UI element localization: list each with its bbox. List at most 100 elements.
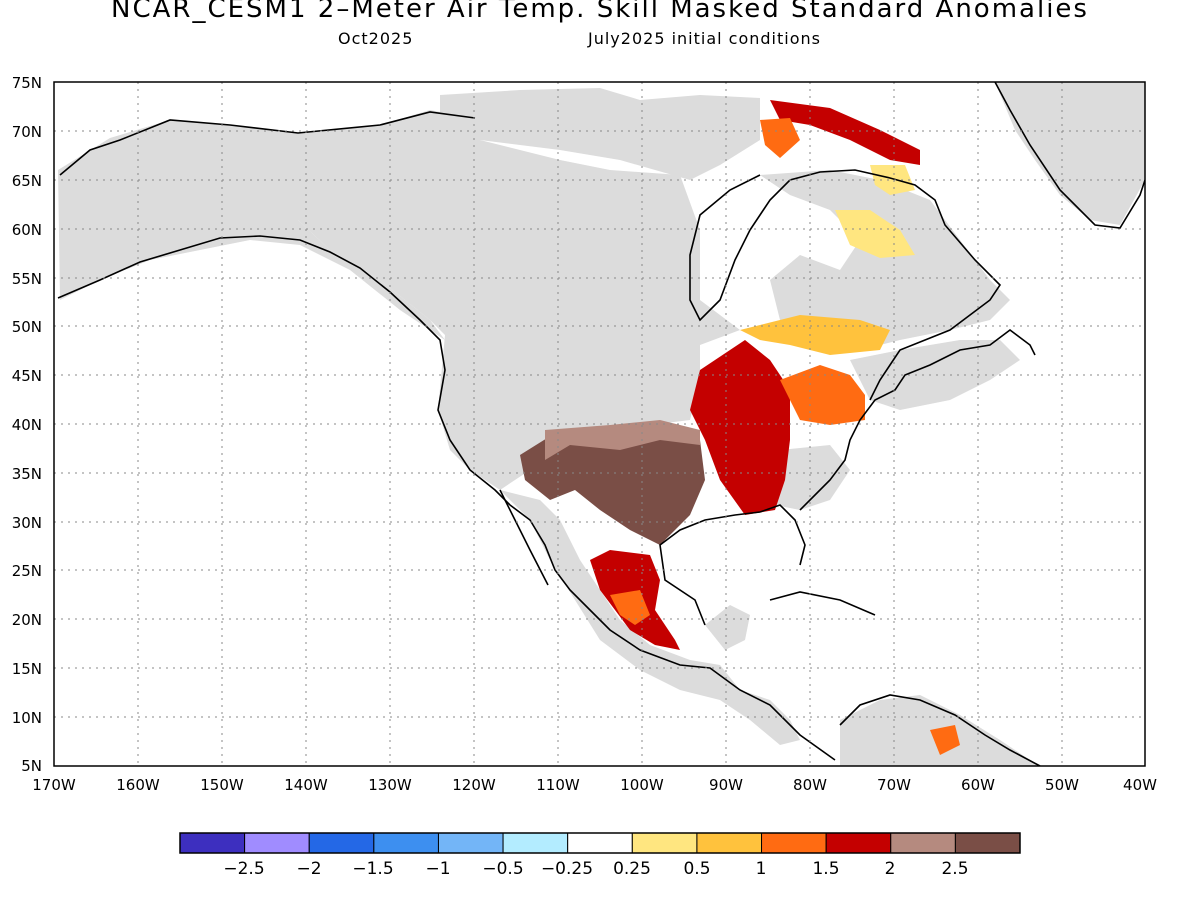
lat-label: 15N <box>12 660 42 678</box>
anomaly-south-america <box>930 725 960 755</box>
lon-label: 160W <box>116 776 160 794</box>
colorbar-label: −0.25 <box>541 859 593 879</box>
coast-baja-mexico-west <box>509 504 836 761</box>
lat-axis: 75N 70N 65N 60N 55N 50N 45N 40N 35N 30N … <box>12 74 42 775</box>
lat-label: 35N <box>12 465 42 483</box>
lat-label: 30N <box>12 514 42 532</box>
lat-label: 60N <box>12 221 42 239</box>
coast-alaska-canada-west <box>57 235 511 506</box>
colorbar-swatch <box>825 832 892 854</box>
lat-label: 45N <box>12 367 42 385</box>
colorbar-label: 2.5 <box>941 859 968 879</box>
southeast-us-land <box>775 445 850 510</box>
map-title: NCAR_CESM1 2–Meter Air Temp. Skill Maske… <box>111 0 1089 24</box>
canada-west-land <box>298 110 740 345</box>
lon-label: 120W <box>452 776 496 794</box>
coast-gulf-of-mexico <box>659 504 806 626</box>
colorbar-label: 1 <box>756 859 767 879</box>
anomaly-northeast <box>780 365 865 425</box>
map-area <box>54 82 1145 766</box>
colorbar-swatch <box>308 832 375 854</box>
colorbar-swatch <box>567 832 633 854</box>
colorbar-label: −2.5 <box>223 859 264 879</box>
lon-label: 170W <box>32 776 76 794</box>
colorbar-label: 1.5 <box>812 859 839 879</box>
quebec-labrador-land <box>760 170 1010 350</box>
colorbar-swatch <box>696 832 763 854</box>
coast-alaska-north <box>59 111 476 176</box>
lon-label: 100W <box>620 776 664 794</box>
anomaly-hudson-strait <box>870 165 915 195</box>
lat-label: 40N <box>12 416 42 434</box>
colorbar-swatch <box>373 832 439 854</box>
forecast-month: Oct2025 <box>338 29 414 48</box>
coast-greenland <box>994 82 1145 229</box>
colorbar-label: −1 <box>425 859 450 879</box>
anomaly-regions <box>520 100 960 755</box>
anomaly-mexico-core <box>610 590 650 625</box>
lon-label: 110W <box>536 776 580 794</box>
anomaly-sw-us-edge <box>545 420 700 460</box>
colorbar-label: 2 <box>885 859 896 879</box>
arctic-islands-land <box>440 88 760 180</box>
lon-label: 70W <box>877 776 911 794</box>
lat-label: 10N <box>12 709 42 727</box>
anomaly-labrador <box>835 210 915 258</box>
map-frame <box>53 81 1146 767</box>
colorbar-swatch <box>761 832 827 854</box>
anomaly-midwest <box>690 340 790 515</box>
lat-label: 65N <box>12 172 42 190</box>
colorbar-swatch <box>631 832 698 854</box>
lat-label: 70N <box>12 123 42 141</box>
colorbar-label: −0.5 <box>482 859 523 879</box>
greenland-land <box>995 82 1145 225</box>
anomaly-baffin-edge <box>760 118 800 158</box>
lat-label: 55N <box>12 270 42 288</box>
colorbar-swatch <box>890 832 956 854</box>
coast-south-america <box>839 694 1041 766</box>
anomaly-great-lakes <box>740 315 890 355</box>
mexico-land <box>500 490 800 745</box>
colorbar-labels: −2.5 −2 −1.5 −1 −0.5 −0.25 0.25 0.5 1 1.… <box>223 859 968 879</box>
colorbar-swatch <box>179 832 246 854</box>
lon-label: 80W <box>793 776 827 794</box>
lat-label: 20N <box>12 611 42 629</box>
anomaly-baffin <box>770 100 920 165</box>
lat-label: 50N <box>12 318 42 336</box>
coast-labrador-hudson <box>749 169 1002 401</box>
lat-label: 5N <box>21 757 42 775</box>
lon-label: 60W <box>961 776 995 794</box>
lon-label: 130W <box>368 776 412 794</box>
coast-baja-peninsula <box>499 489 549 586</box>
colorbar-swatch <box>502 832 569 854</box>
lon-label: 50W <box>1045 776 1079 794</box>
colorbar-frame <box>179 832 1021 854</box>
northeast-us-land <box>850 340 1020 410</box>
colorbar-label: −1.5 <box>352 859 393 879</box>
lat-label: 75N <box>12 74 42 92</box>
coast-east-us <box>799 329 1036 511</box>
lon-label: 150W <box>200 776 244 794</box>
western-us-land <box>438 335 700 490</box>
coastlines <box>57 82 1145 766</box>
colorbar-label: −2 <box>296 859 321 879</box>
lon-label: 40W <box>1123 776 1157 794</box>
initial-conditions: July2025 initial conditions <box>588 29 821 48</box>
yucatan-land <box>705 605 750 650</box>
colorbar-swatch <box>954 832 1021 854</box>
alaska-land <box>58 120 445 340</box>
coast-hudson-bay <box>689 174 761 322</box>
colorbar-swatch <box>437 832 504 854</box>
lon-label: 140W <box>284 776 328 794</box>
lon-label: 90W <box>709 776 743 794</box>
land-masked <box>58 82 1145 766</box>
lon-axis: 170W 160W 150W 140W 130W 120W 110W 100W … <box>32 776 1157 794</box>
coast-cuba <box>769 591 876 616</box>
colorbar <box>179 832 1021 854</box>
lat-label: 25N <box>12 562 42 580</box>
anomaly-sw-us <box>520 430 705 545</box>
gridlines <box>54 82 1145 766</box>
colorbar-label: 0.25 <box>613 859 651 879</box>
colorbar-label: 0.5 <box>683 859 710 879</box>
